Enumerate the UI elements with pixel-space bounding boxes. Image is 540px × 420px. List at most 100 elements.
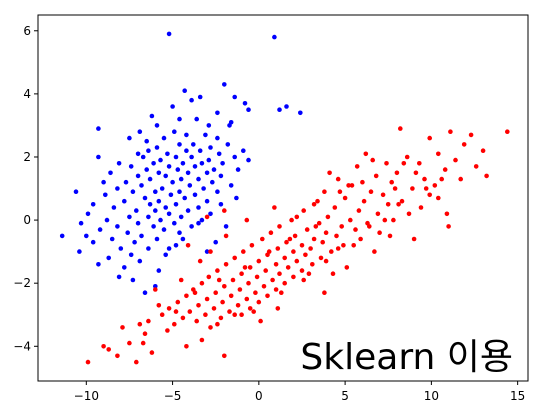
scatter-point <box>159 186 165 191</box>
scatter-point <box>206 157 212 163</box>
scatter-point <box>199 217 205 223</box>
scatter-point <box>287 236 293 242</box>
scatter-point <box>197 148 203 153</box>
scatter-point <box>246 157 251 163</box>
scatter-point <box>196 176 201 182</box>
scatter-point <box>161 135 167 141</box>
scatter-point <box>301 208 307 213</box>
scatter-point <box>128 164 134 169</box>
scatter-point <box>413 170 419 176</box>
scatter-point <box>135 220 141 226</box>
scatter-point <box>330 271 336 277</box>
scatter-point <box>391 217 396 223</box>
scatter-point <box>272 205 277 210</box>
scatter-point <box>85 359 91 365</box>
scatter-point <box>146 214 151 220</box>
scatter-point <box>215 268 220 273</box>
scatter-point <box>127 214 132 220</box>
scatter-point <box>73 189 79 194</box>
scatter-point <box>422 176 427 182</box>
scatter-point <box>206 274 212 280</box>
scatter-point <box>348 217 353 223</box>
scatter-point <box>242 101 248 106</box>
scatter-point <box>232 94 237 100</box>
scatter-point <box>432 183 438 188</box>
scatter-point <box>189 97 194 103</box>
scatter-point <box>146 148 151 153</box>
scatter-point <box>222 353 227 359</box>
scatter-point <box>122 265 127 270</box>
scatter-point <box>204 198 210 204</box>
scatter-point <box>406 211 412 217</box>
scatter-point <box>277 224 282 229</box>
scatter-point <box>261 284 267 289</box>
scatter-point <box>361 198 367 204</box>
scatter-point <box>377 230 382 235</box>
scatter-point <box>323 258 329 264</box>
x-tick-label: 10 <box>424 389 439 403</box>
scatter-point <box>484 173 489 179</box>
y-tick-label: 2 <box>23 150 31 164</box>
scatter-point <box>213 239 218 245</box>
scatter-point <box>149 350 155 355</box>
scatter-point <box>427 192 433 198</box>
scatter-point <box>125 230 130 235</box>
x-tick-label: 15 <box>510 389 525 403</box>
scatter-point <box>228 293 234 299</box>
scatter-point <box>223 262 229 267</box>
scatter-point <box>246 280 251 286</box>
scatter-point <box>289 217 294 223</box>
scatter-point <box>90 202 96 207</box>
scatter-point <box>334 233 339 239</box>
scatter-point <box>96 126 101 131</box>
scatter-point <box>254 274 260 280</box>
scatter-point <box>270 277 275 283</box>
scatter-point <box>448 129 453 134</box>
scatter-point <box>363 151 369 157</box>
scatter-point <box>142 290 148 296</box>
y-tick-label: −4 <box>13 339 31 353</box>
scatter-point <box>208 325 213 330</box>
scatter-point <box>387 233 393 239</box>
scatter-point <box>191 142 196 147</box>
scatter-point <box>78 220 84 226</box>
scatter-point <box>249 243 255 248</box>
scatter-point <box>268 230 274 235</box>
scatter-point <box>163 173 168 179</box>
scatter-point <box>144 167 149 172</box>
scatter-point <box>258 318 263 324</box>
scatter-point <box>151 224 156 229</box>
scatter-point <box>375 211 381 217</box>
scatter-point <box>284 239 289 245</box>
scatter-point <box>423 186 429 191</box>
scatter-point <box>335 246 341 251</box>
scatter-point <box>196 220 201 226</box>
scatter-point <box>208 211 213 217</box>
scatter-point <box>153 284 158 289</box>
scatter-point <box>182 88 187 93</box>
scatter-point <box>458 176 464 182</box>
scatter-point <box>232 154 237 160</box>
scatter-point <box>189 154 194 160</box>
scatter-point <box>323 230 329 235</box>
scatter-point <box>389 179 395 185</box>
scatter-point <box>156 198 162 204</box>
scatter-point <box>351 243 357 248</box>
scatter-point <box>122 198 127 204</box>
scatter-point <box>372 249 377 254</box>
scatter-point <box>149 113 155 119</box>
scatter-point <box>311 202 317 207</box>
scatter-point <box>166 246 172 251</box>
scatter-point <box>59 233 65 239</box>
series-0 <box>59 31 303 296</box>
scatter-point <box>106 347 111 352</box>
scatter-point <box>291 249 296 254</box>
scatter-point <box>247 265 253 270</box>
scatter-point <box>153 287 158 292</box>
plot-frame <box>37 14 529 382</box>
scatter-point <box>230 277 236 283</box>
scatter-point <box>272 34 277 40</box>
scatter-point <box>184 148 189 153</box>
scatter-point <box>178 214 184 220</box>
scatter-point <box>505 129 510 134</box>
